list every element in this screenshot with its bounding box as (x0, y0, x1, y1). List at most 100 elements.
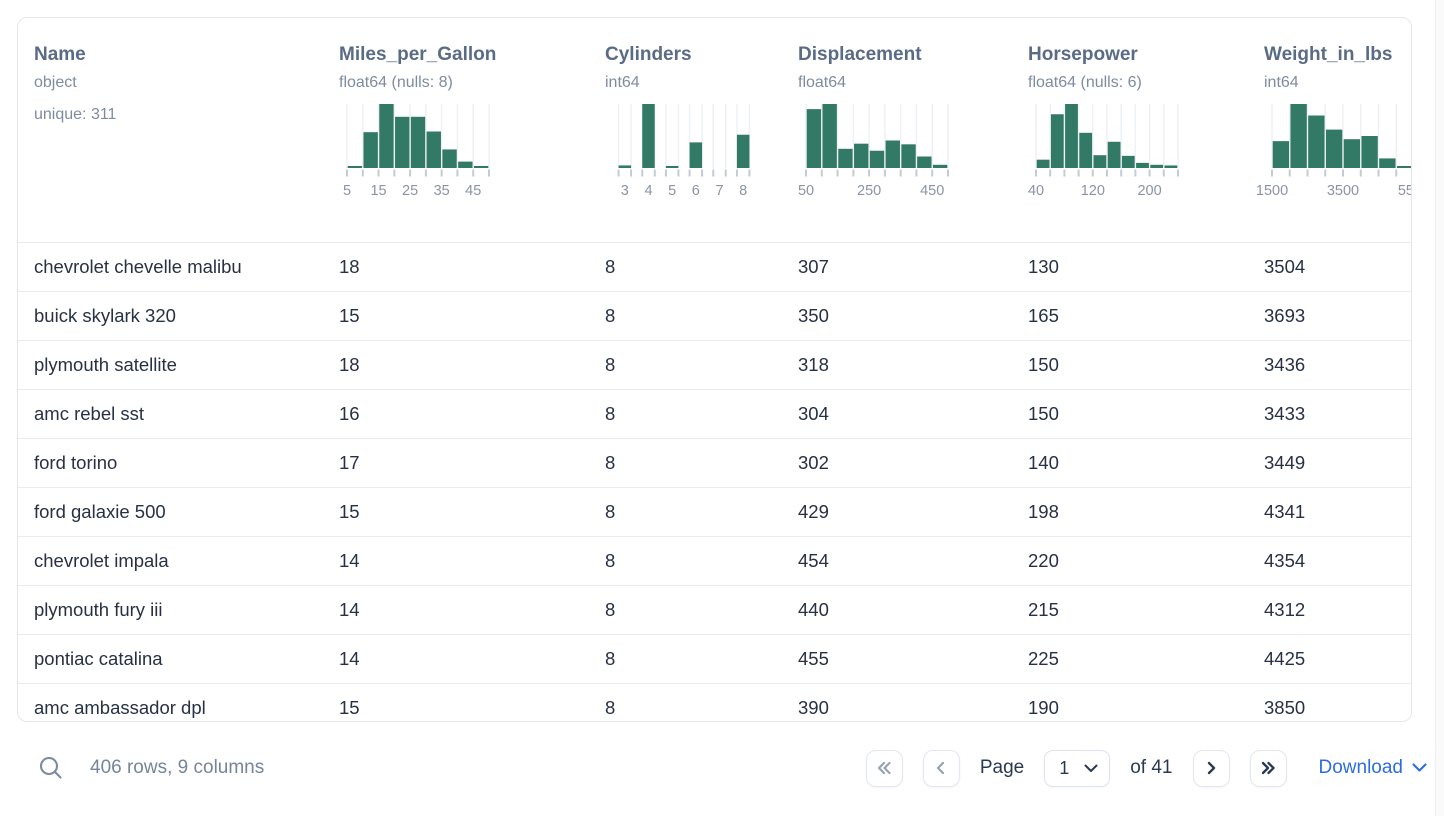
cell-value: 14 (339, 550, 360, 571)
svg-text:5: 5 (668, 183, 676, 199)
column-histogram: 50 250 450 (798, 104, 949, 199)
column-dtype: object (34, 74, 77, 91)
svg-text:3: 3 (621, 183, 629, 199)
cell-value: 390 (798, 697, 829, 718)
next-page-button[interactable] (1192, 749, 1230, 787)
previous-page-button[interactable] (922, 749, 960, 787)
cell-value: 3693 (1264, 305, 1306, 326)
cell-value: 8 (605, 501, 616, 522)
svg-text:35: 35 (434, 183, 450, 199)
cell-value: 8 (605, 599, 616, 620)
double-chevron-right-icon (1261, 761, 1275, 775)
column-dtype: int64 (1264, 74, 1299, 91)
svg-text:7: 7 (715, 183, 723, 199)
cell-value: 150 (1028, 403, 1059, 424)
table-row: pontiac catalina 14 8 455 225 4425 (18, 634, 1411, 683)
cell-value: 18 (339, 256, 360, 277)
cell-value: 8 (605, 550, 616, 571)
cell-value: 4341 (1264, 501, 1306, 522)
column-name: Horsepower (1028, 44, 1138, 65)
data-table-card: Name object unique: 311 Miles_per_Gallon flo… (17, 17, 1412, 722)
column-header: Displacement float64 50 250 450 (782, 18, 1012, 242)
pagination-controls: Page 1 of 41 Download (865, 749, 1428, 787)
cell-value: 8 (605, 256, 616, 277)
svg-text:6: 6 (692, 183, 700, 199)
svg-text:4: 4 (644, 183, 652, 199)
page-select[interactable]: 1 (1044, 749, 1111, 787)
table-body: chevrolet chevelle malibu 18 8 307 130 3504 bu… (18, 242, 1411, 721)
page-scrollbar-track[interactable] (1435, 0, 1444, 816)
cell-value: 4354 (1264, 550, 1306, 571)
search-icon (39, 756, 62, 779)
cell-value: 454 (798, 550, 829, 571)
cell-value: 190 (1028, 697, 1059, 718)
column-header: Weight_in_lbs int64 1500 3500 5500 (1248, 18, 1411, 242)
svg-text:200: 200 (1137, 183, 1161, 199)
cell-value: 8 (605, 354, 616, 375)
svg-text:250: 250 (857, 183, 881, 199)
chevron-down-icon (1412, 763, 1427, 772)
column-dtype: int64 (605, 74, 640, 91)
cell-value: 3850 (1264, 697, 1306, 718)
column-header: Cylinders int64 3 4 5 6 7 8 (589, 18, 782, 242)
cell-value: 14 (339, 599, 360, 620)
column-histogram: 1500 3500 5500 (1256, 104, 1411, 199)
cell-value: 318 (798, 354, 829, 375)
cell-value: 225 (1028, 648, 1059, 669)
page-label: Page (979, 757, 1025, 778)
column-name: Miles_per_Gallon (339, 44, 497, 65)
search-button[interactable] (37, 754, 65, 782)
cell-value: 3449 (1264, 452, 1306, 473)
download-button[interactable]: Download (1319, 757, 1428, 779)
svg-text:45: 45 (465, 183, 481, 199)
svg-text:3500: 3500 (1327, 183, 1359, 199)
cell-value: 130 (1028, 256, 1059, 277)
page-select-value: 1 (1059, 757, 1070, 778)
cell-value: 440 (798, 599, 829, 620)
cell-value: 15 (339, 305, 360, 326)
svg-text:450: 450 (920, 183, 944, 199)
cell-value: 3436 (1264, 354, 1306, 375)
cell-name: plymouth satellite (34, 354, 177, 375)
cell-value: 140 (1028, 452, 1059, 473)
cell-value: 8 (605, 697, 616, 718)
cell-value: 304 (798, 403, 829, 424)
svg-text:8: 8 (739, 183, 747, 199)
cell-value: 8 (605, 452, 616, 473)
column-dtype: float64 (nulls: 8) (339, 74, 453, 91)
svg-text:40: 40 (1028, 183, 1044, 199)
table-row: plymouth fury iii 14 8 440 215 4312 (18, 585, 1411, 634)
svg-text:120: 120 (1081, 183, 1105, 199)
table-row: plymouth satellite 18 8 318 150 3436 (18, 340, 1411, 389)
cell-name: ford galaxie 500 (34, 501, 166, 522)
cell-value: 15 (339, 501, 360, 522)
column-name: Name (34, 44, 86, 65)
cell-value: 302 (798, 452, 829, 473)
cell-value: 429 (798, 501, 829, 522)
column-histogram: 5 15 25 35 45 (343, 104, 490, 199)
cell-value: 150 (1028, 354, 1059, 375)
cell-name: ford torino (34, 452, 118, 473)
cell-value: 215 (1028, 599, 1059, 620)
table-row: ford galaxie 500 15 8 429 198 4341 (18, 487, 1411, 536)
column-dtype: float64 (nulls: 6) (1028, 74, 1142, 91)
cell-value: 455 (798, 648, 829, 669)
last-page-button[interactable] (1249, 749, 1287, 787)
table-row: amc rebel sst 16 8 304 150 3433 (18, 389, 1411, 438)
first-page-button[interactable] (865, 749, 903, 787)
table-row: chevrolet impala 14 8 454 220 4354 (18, 536, 1411, 585)
cell-value: 4425 (1264, 648, 1306, 669)
column-name: Cylinders (605, 44, 692, 65)
cell-value: 8 (605, 305, 616, 326)
total-pages-label: of 41 (1130, 757, 1173, 778)
cell-value: 3433 (1264, 403, 1306, 424)
svg-text:5: 5 (343, 183, 351, 199)
svg-text:50: 50 (798, 183, 814, 199)
cell-name: pontiac catalina (34, 648, 163, 669)
chevron-right-icon (1207, 761, 1216, 775)
column-histogram: 40 120 200 (1028, 104, 1179, 199)
cell-name: chevrolet impala (34, 550, 169, 571)
cell-value: 350 (798, 305, 829, 326)
table-footer: 406 rows, 9 columns Page 1 of 41 (17, 727, 1427, 809)
